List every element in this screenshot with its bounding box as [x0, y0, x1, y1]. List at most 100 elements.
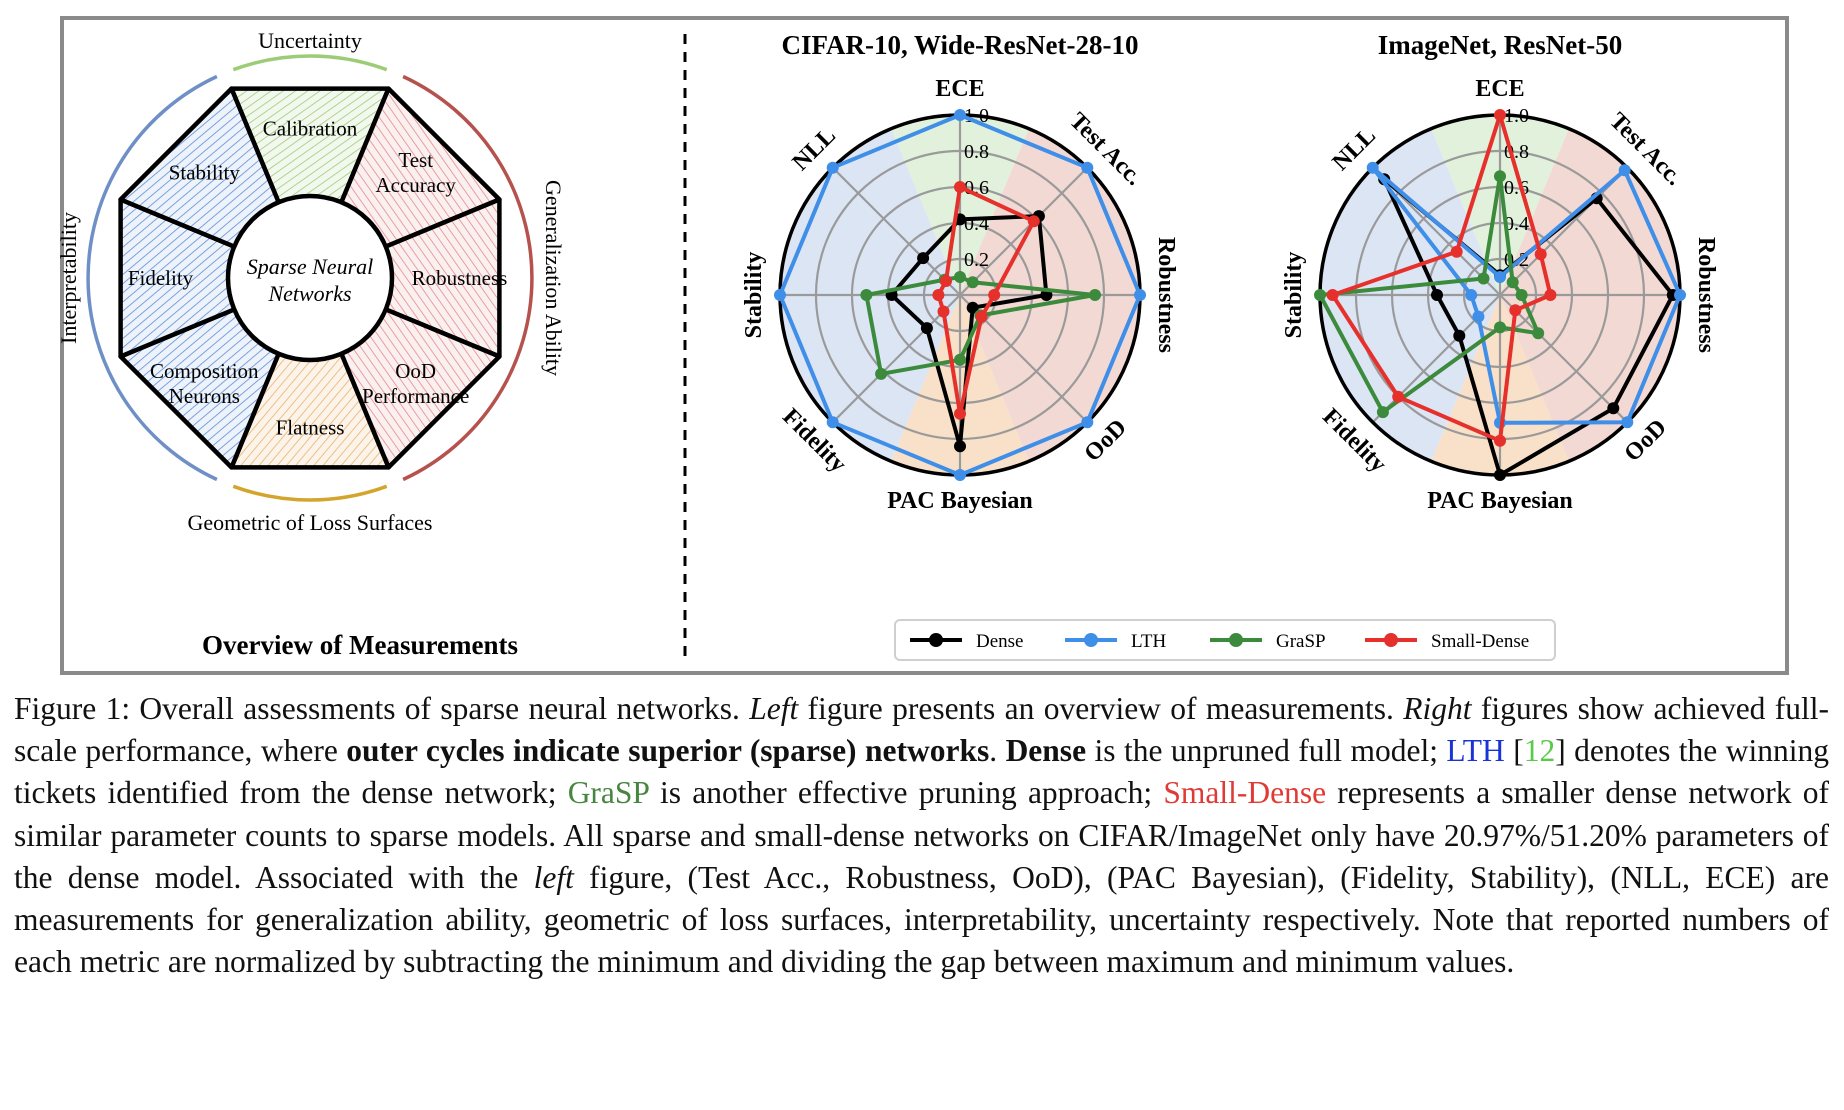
legend-label: Small-Dense: [1431, 631, 1529, 652]
caption-lth: LTH: [1446, 733, 1505, 769]
radar-data-point: [954, 440, 966, 453]
caption-dense: Dense: [1005, 733, 1087, 769]
radar-data-point: [774, 289, 786, 301]
radar-data-point: [954, 109, 966, 121]
caption-text: figure, (Test Acc., Robustness, OoD), (P…: [14, 859, 1829, 980]
caption-text: Overall assessments of sparse neural net…: [130, 691, 750, 726]
radar-data-point: [1392, 390, 1405, 403]
radar-axis-label: PAC Bayesian: [887, 488, 1033, 514]
caption-left-word: left: [533, 859, 574, 895]
radar-data-point: [1366, 161, 1379, 174]
overview-center-label: Networks: [267, 281, 351, 306]
radar-spoke: [1499, 166, 1629, 296]
radar-spoke: [831, 294, 961, 424]
radar-data-point: [1081, 416, 1094, 429]
radar-data-point: [1494, 434, 1506, 447]
radar-data-point: [1534, 248, 1547, 261]
overview-segment-label: Test: [398, 148, 433, 172]
radar-data-point: [937, 305, 950, 318]
radar-data-point: [1494, 109, 1506, 121]
group-arc-generalization: [402, 74, 534, 482]
radar-data-point: [1477, 272, 1490, 285]
radar-data-point: [1544, 289, 1557, 301]
radar-data-point: [1376, 406, 1389, 419]
figure-border: [60, 16, 1789, 675]
radar-data-point: [1506, 276, 1519, 289]
caption-text: represents a smaller dense network of si…: [14, 775, 1829, 895]
radar-data-point: [1494, 271, 1506, 283]
radar-data-point: [1450, 245, 1463, 258]
radar-data-point: [932, 289, 945, 301]
caption-left: Left: [749, 691, 799, 726]
radar-data-point: [1494, 170, 1506, 183]
radar-tick-label: 0.2: [964, 249, 989, 271]
radar-axis-label: Stability: [741, 252, 767, 339]
radar-data-point: [1621, 416, 1634, 429]
radar-data-point: [1494, 321, 1506, 334]
radar-data-point: [954, 469, 966, 481]
radar-data-point: [1515, 289, 1528, 301]
caption-text: figure presents an overview of measureme…: [798, 691, 1404, 726]
caption-small-dense: Small-Dense: [1163, 775, 1327, 811]
radar-spoke: [1499, 294, 1629, 424]
radar-spoke: [831, 166, 961, 296]
radar-data-point: [920, 322, 933, 335]
legend-swatch-marker: [1229, 633, 1243, 647]
figure-panel: Calibration Test Accuracy Robustness OoD Perf…: [60, 16, 1844, 676]
group-arc-geometric: [232, 484, 388, 502]
overview-segment-label: Accuracy: [375, 173, 456, 197]
radar-data-point: [954, 353, 966, 366]
caption-emphasis: outer cycles indicate superior (sparse) …: [346, 733, 990, 769]
radar-data-point: [1607, 402, 1620, 415]
group-arc-interpretability: [86, 74, 218, 482]
radar-title: CIFAR-10, Wide-ResNet-28-10: [782, 30, 1139, 60]
radar-data-point: [966, 276, 979, 289]
radar-title: ImageNet, ResNet-50: [1378, 30, 1622, 60]
caption-label: Figure 1:: [14, 691, 131, 726]
radar-data-point: [1494, 469, 1506, 481]
figure-caption: Figure 1: Overall assessments of sparse …: [14, 688, 1829, 983]
radar-data-point: [940, 275, 952, 287]
radar-data-point: [1532, 327, 1545, 340]
group-label-uncertainty: Uncertainty: [258, 28, 362, 53]
legend-label: LTH: [1131, 631, 1166, 652]
radar-data-point: [1326, 289, 1339, 301]
radar-tick-label: 1.0: [1504, 105, 1529, 127]
radar-data-point: [1314, 289, 1326, 301]
radar-data-point: [1089, 289, 1101, 301]
caption-text: is another effective pruning approach;: [648, 775, 1164, 811]
overview-center-label: Sparse Neural: [247, 254, 374, 279]
overview-segment-label: Performance: [362, 384, 469, 408]
radar-data-point: [1081, 161, 1094, 174]
caption-text: .: [989, 733, 1006, 769]
radar-axis-label: Stability: [1281, 252, 1307, 339]
legend-label: Dense: [976, 631, 1023, 652]
legend-label: GraSP: [1276, 631, 1326, 652]
radar-axis-label: ECE: [1475, 76, 1524, 102]
radar-tick-label: 0.4: [964, 213, 989, 235]
radar-data-point: [1509, 304, 1522, 317]
radar-axis-label: Robustness: [1693, 237, 1719, 353]
caption-citation-link[interactable]: 12: [1523, 733, 1556, 769]
radar-tick-label: 1.0: [964, 105, 989, 127]
radar-data-point: [1027, 215, 1040, 228]
radar-data-point: [954, 181, 966, 193]
legend-swatch-marker: [1084, 633, 1098, 647]
radar-data-point: [966, 301, 979, 314]
radar-data-point: [826, 161, 839, 174]
overview-center: [225, 193, 395, 363]
radar-data-point: [1453, 329, 1466, 342]
overview-segment-label: Robustness: [412, 266, 508, 290]
radar-data-point: [860, 289, 873, 301]
group-arc-uncertainty: [232, 54, 388, 72]
radar-data-point: [954, 271, 966, 283]
radar-tick-label: 0.8: [964, 141, 989, 163]
radar-spoke: [959, 166, 1089, 296]
caption-text: [: [1504, 733, 1524, 769]
radar-axis-label: PAC Bayesian: [1427, 488, 1573, 514]
radar-data-point: [1431, 289, 1443, 301]
